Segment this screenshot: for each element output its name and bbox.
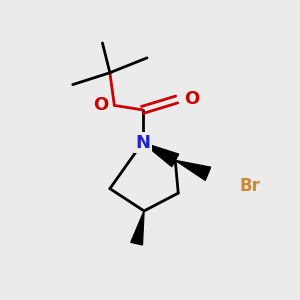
Text: O: O (93, 96, 108, 114)
Text: N: N (135, 134, 150, 152)
Polygon shape (175, 160, 211, 180)
Text: Br: Br (239, 177, 260, 195)
Polygon shape (142, 142, 179, 167)
Polygon shape (131, 211, 144, 245)
Text: O: O (184, 91, 200, 109)
